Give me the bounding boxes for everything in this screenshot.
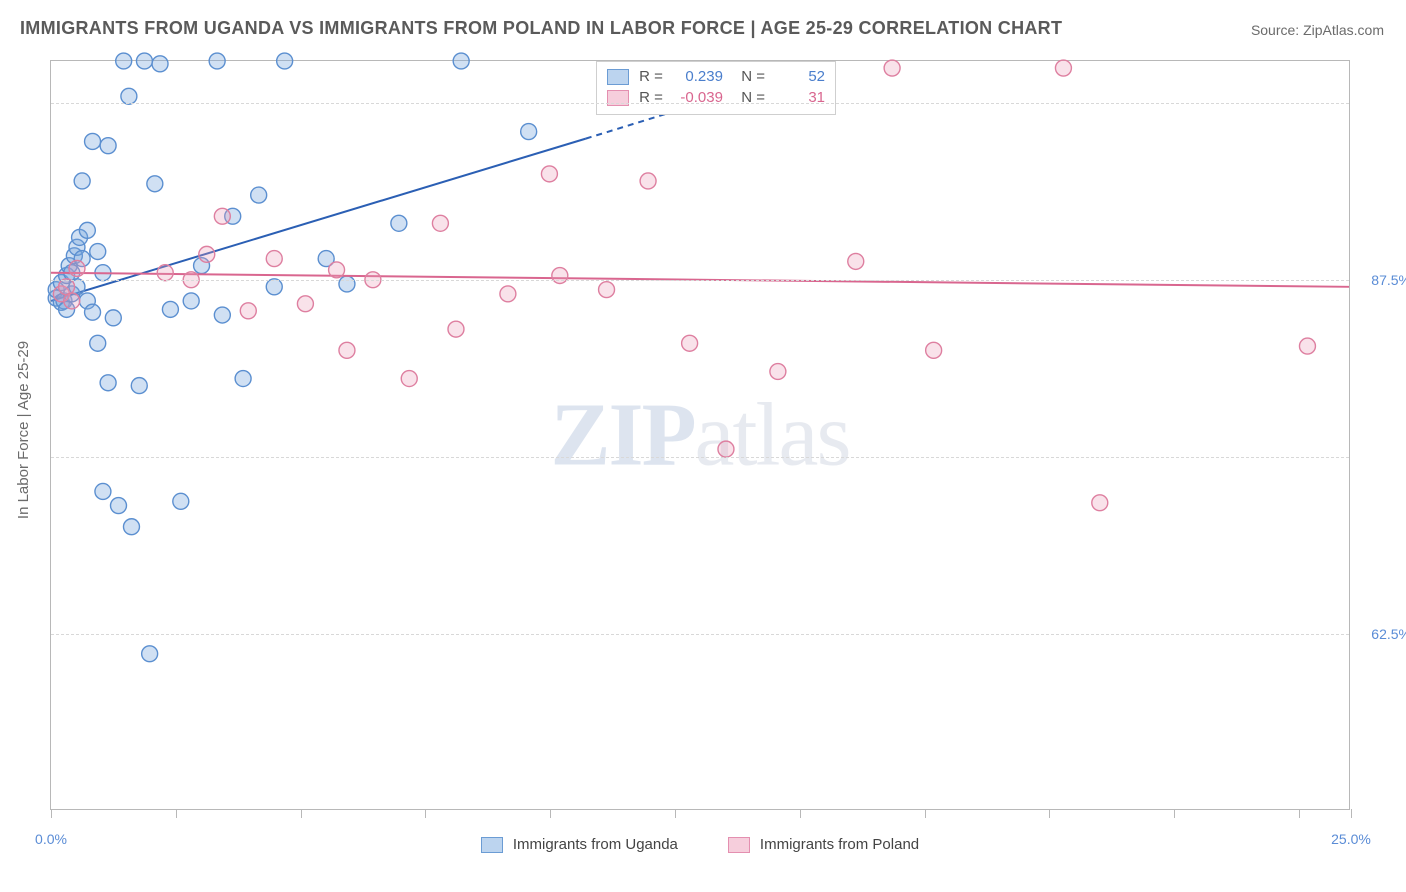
x-tick [51,809,52,818]
data-point [157,265,173,281]
gridline [51,634,1349,635]
data-point [147,176,163,192]
chart-title: IMMIGRANTS FROM UGANDA VS IMMIGRANTS FRO… [20,18,1062,39]
data-point [214,307,230,323]
legend-label: Immigrants from Uganda [513,836,678,853]
x-tick [176,809,177,818]
data-point [297,296,313,312]
x-tick [800,809,801,818]
data-point [640,173,656,189]
data-point [339,342,355,358]
gridline [51,280,1349,281]
legend-swatch [728,837,750,853]
data-point [926,342,942,358]
legend-swatch [481,837,503,853]
x-tick [550,809,551,818]
data-point [251,187,267,203]
data-point [152,56,168,72]
stat-n-value: 52 [775,68,825,85]
data-point [277,53,293,69]
x-tick [1351,809,1352,818]
data-point [521,124,537,140]
data-point [718,441,734,457]
data-point [173,493,189,509]
data-point [85,133,101,149]
data-point [432,215,448,231]
legend-stats-row: R = 0.239 N = 52 [607,66,825,87]
data-point [884,60,900,76]
x-tick [425,809,426,818]
x-tick [1049,809,1050,818]
data-point [1055,60,1071,76]
x-tick [301,809,302,818]
gridline [51,103,1349,104]
data-point [329,262,345,278]
data-point [100,375,116,391]
data-point [85,304,101,320]
data-point [74,173,90,189]
chart-svg [51,61,1349,809]
stat-n-label: N = [733,68,765,85]
plot-area: ZIPatlas R =0.239 N =52R =-0.039 N =31 6… [50,60,1350,810]
data-point [1299,338,1315,354]
data-point [79,222,95,238]
data-point [116,53,132,69]
x-tick [675,809,676,818]
legend-swatch [607,69,629,85]
data-point [1092,495,1108,511]
data-point [123,519,139,535]
legend-item: Immigrants from Poland [728,836,919,853]
gridline [51,457,1349,458]
data-point [235,371,251,387]
legend-stats-row: R =-0.039 N =31 [607,87,825,108]
data-point [401,371,417,387]
data-point [131,378,147,394]
data-point [105,310,121,326]
data-point [339,276,355,292]
data-point [214,208,230,224]
data-point [453,53,469,69]
data-point [500,286,516,302]
y-axis-label: In Labor Force | Age 25-29 [15,341,32,519]
data-point [69,260,85,276]
data-point [391,215,407,231]
y-tick-label: 87.5% [1356,272,1406,288]
source-attribution: Source: ZipAtlas.com [1251,22,1384,38]
x-tick [1174,809,1175,818]
data-point [183,293,199,309]
x-tick [925,809,926,818]
legend-label: Immigrants from Poland [760,836,919,853]
data-point [240,303,256,319]
data-point [121,88,137,104]
legend-stats-box: R = 0.239 N = 52 R =-0.039 N =31 [596,61,836,115]
legend-item: Immigrants from Uganda [481,836,678,853]
data-point [541,166,557,182]
data-point [142,646,158,662]
stat-r-label: R = [639,68,663,85]
data-point [136,53,152,69]
x-tick [1299,809,1300,818]
data-point [848,253,864,269]
data-point [90,335,106,351]
data-point [64,293,80,309]
data-point [100,138,116,154]
data-point [682,335,698,351]
bottom-legend: Immigrants from Uganda Immigrants from Po… [50,836,1350,853]
data-point [599,282,615,298]
data-point [111,498,127,514]
data-point [90,244,106,260]
data-point [448,321,464,337]
data-point [209,53,225,69]
stat-r-value: 0.239 [673,68,723,85]
data-point [199,246,215,262]
y-tick-label: 62.5% [1356,626,1406,642]
data-point [162,301,178,317]
data-point [266,251,282,267]
data-point [770,364,786,380]
data-point [95,483,111,499]
